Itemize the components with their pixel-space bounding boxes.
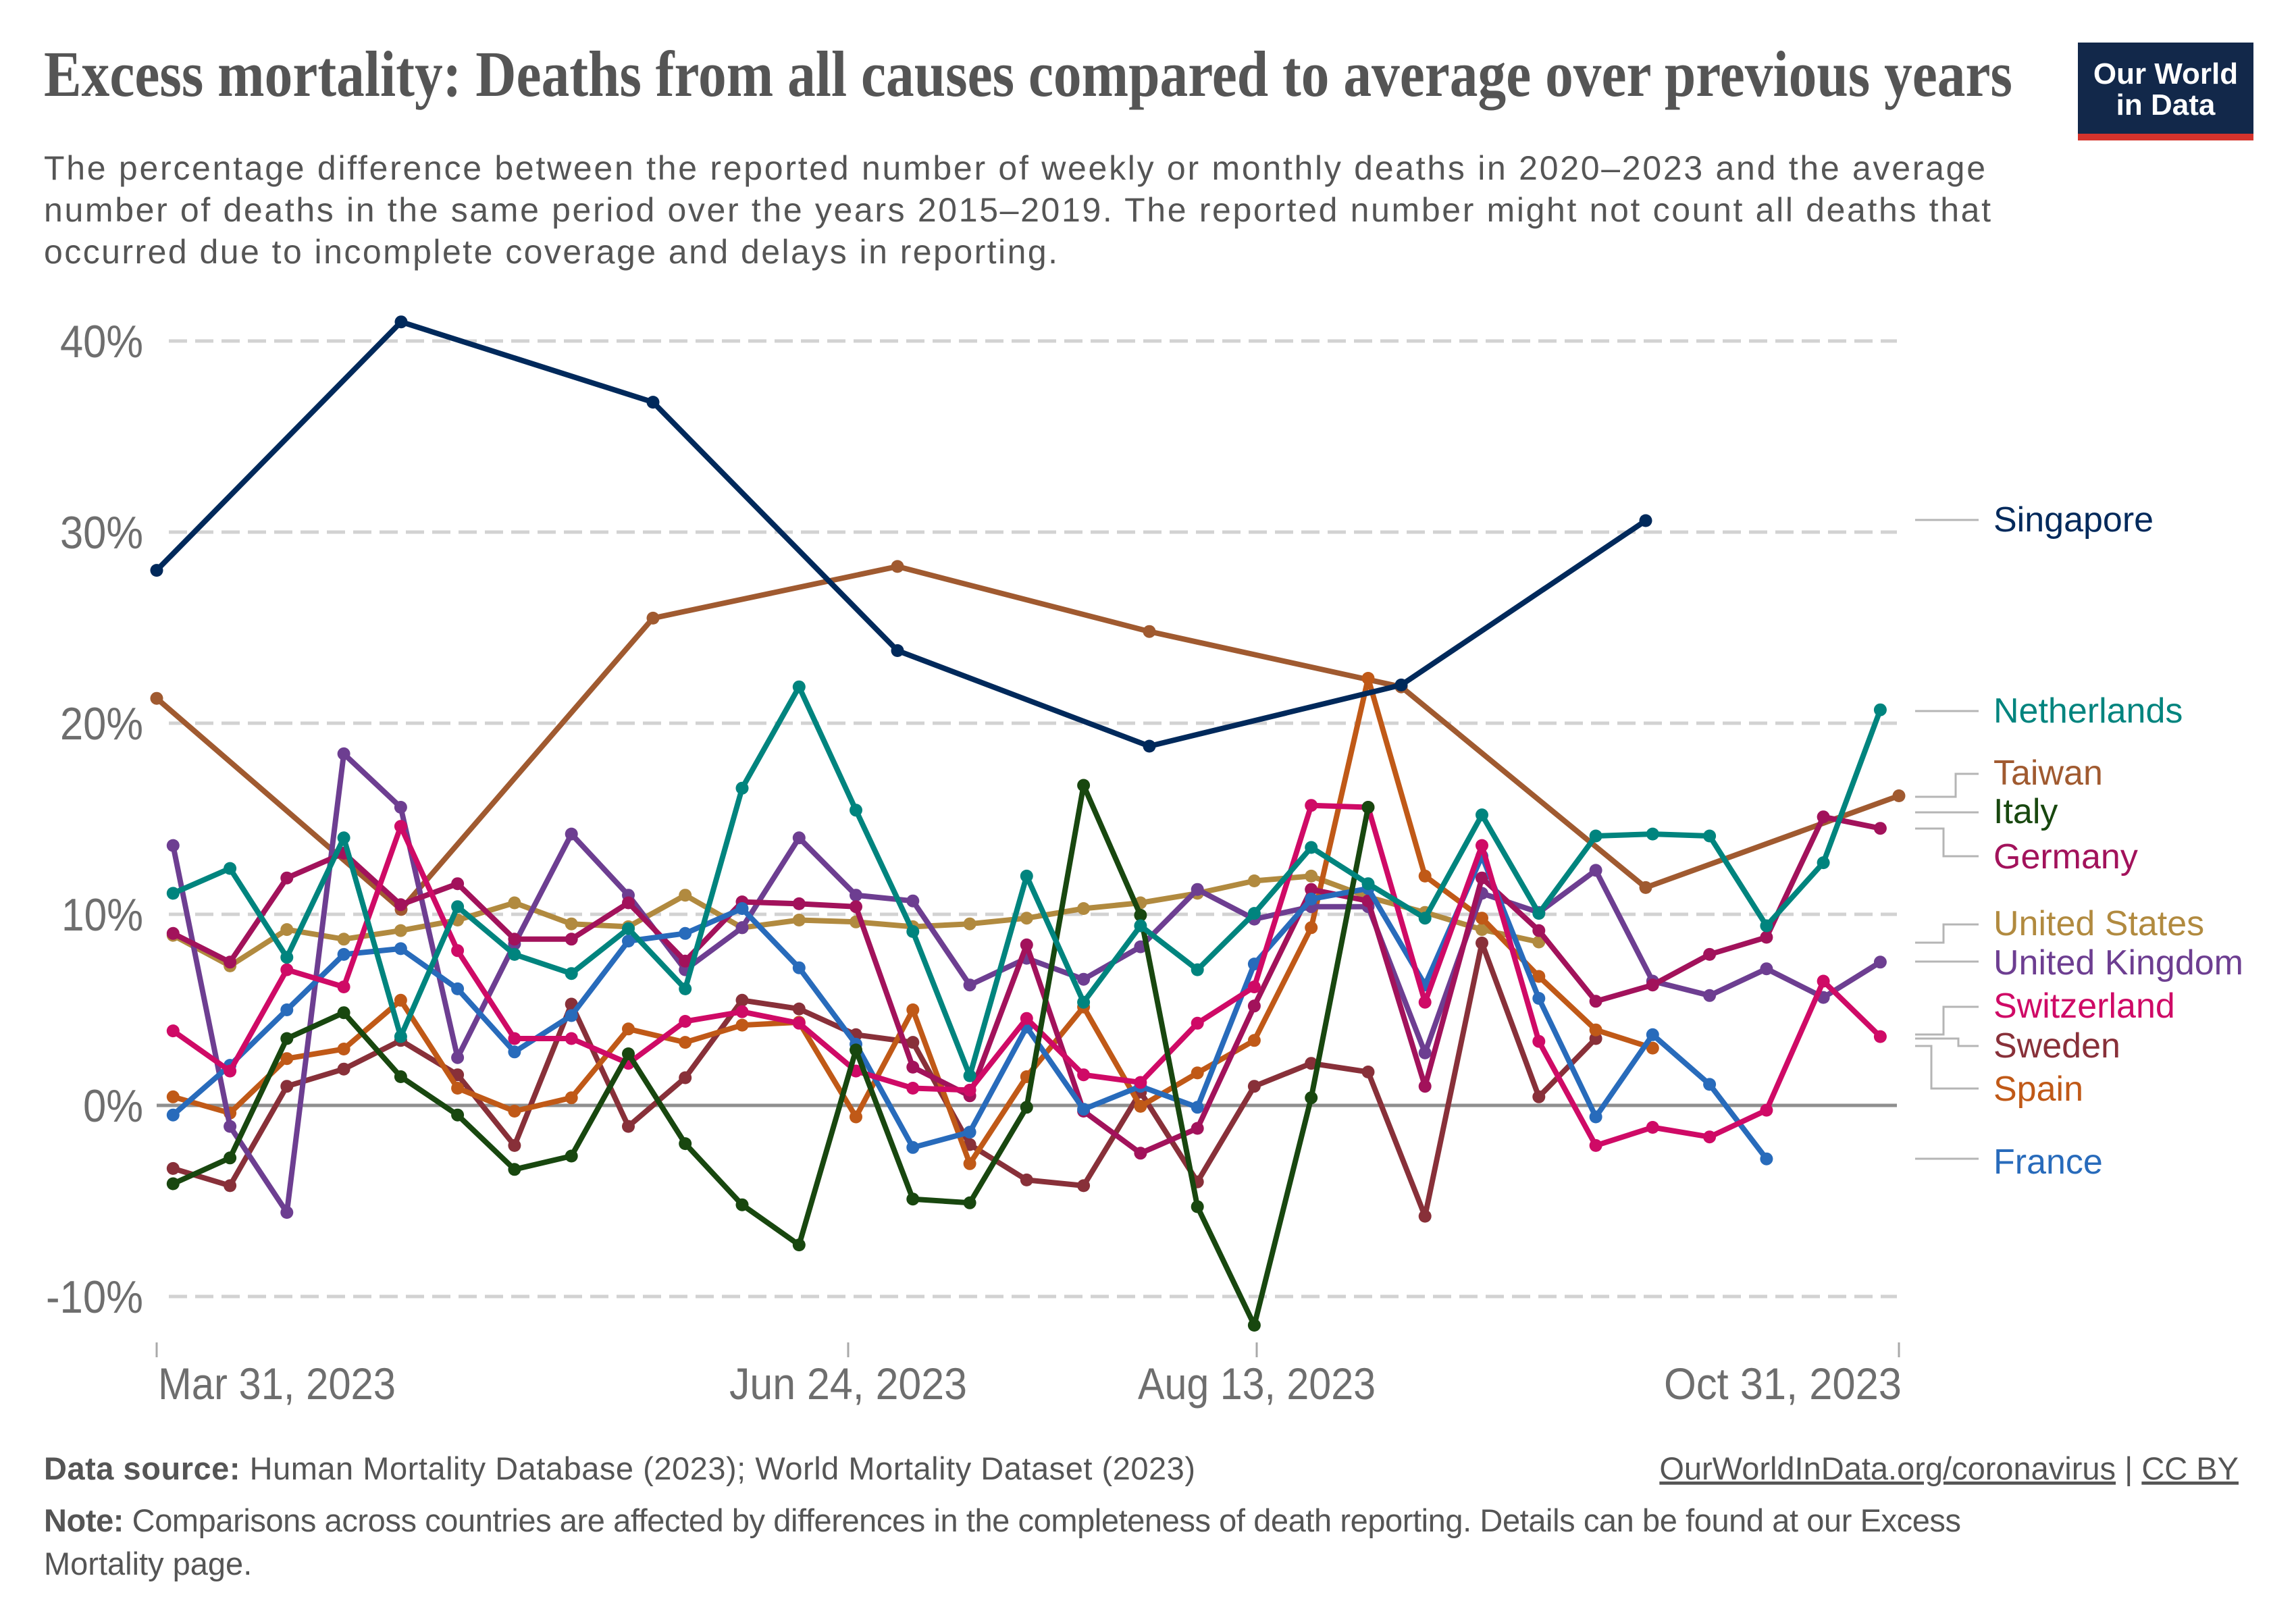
svg-text:United States: United States <box>1993 904 2204 943</box>
svg-text:Excess mortality: Deaths from: Excess mortality: Deaths from all causes… <box>44 38 2012 110</box>
svg-text:Switzerland: Switzerland <box>1993 987 2175 1026</box>
svg-text:occurred due to incomplete cov: occurred due to incomplete coverage and … <box>44 233 1058 271</box>
svg-text:Italy: Italy <box>1993 792 2058 831</box>
svg-text:10%: 10% <box>61 889 143 941</box>
svg-text:Sweden: Sweden <box>1993 1026 2120 1066</box>
svg-text:Germany: Germany <box>1993 837 2138 876</box>
svg-text:0%: 0% <box>83 1080 143 1132</box>
svg-text:Our World: Our World <box>2093 57 2238 90</box>
svg-text:-10%: -10% <box>46 1272 143 1323</box>
svg-text:Note: Comparisons across count: Note: Comparisons across countries are a… <box>44 1502 1961 1538</box>
svg-text:Netherlands: Netherlands <box>1993 691 2183 731</box>
svg-text:Mortality page.: Mortality page. <box>44 1546 252 1581</box>
svg-text:number of deaths in the same p: number of deaths in the same period over… <box>44 191 1991 229</box>
svg-text:Aug 13, 2023: Aug 13, 2023 <box>1138 1359 1376 1409</box>
svg-text:20%: 20% <box>60 698 143 750</box>
svg-text:Oct 31, 2023: Oct 31, 2023 <box>1664 1359 1902 1409</box>
svg-text:40%: 40% <box>60 316 143 367</box>
svg-text:Singapore: Singapore <box>1993 500 2154 540</box>
svg-text:Mar 31, 2023: Mar 31, 2023 <box>158 1359 396 1409</box>
svg-text:in Data: in Data <box>2116 88 2216 122</box>
svg-text:OurWorldInData.org/coronavirus: OurWorldInData.org/coronavirus | CC BY <box>1659 1450 2239 1486</box>
svg-text:France: France <box>1993 1143 2103 1182</box>
svg-text:30%: 30% <box>60 507 143 558</box>
svg-text:Jun 24, 2023: Jun 24, 2023 <box>729 1359 967 1409</box>
svg-text:The percentage difference betw: The percentage difference between the re… <box>44 149 1985 187</box>
svg-text:Spain: Spain <box>1993 1070 2083 1109</box>
svg-text:Taiwan: Taiwan <box>1993 754 2103 793</box>
svg-text:United Kingdom: United Kingdom <box>1993 943 2243 983</box>
svg-text:Data source: Human Mortality D: Data source: Human Mortality Database (2… <box>44 1450 1195 1486</box>
